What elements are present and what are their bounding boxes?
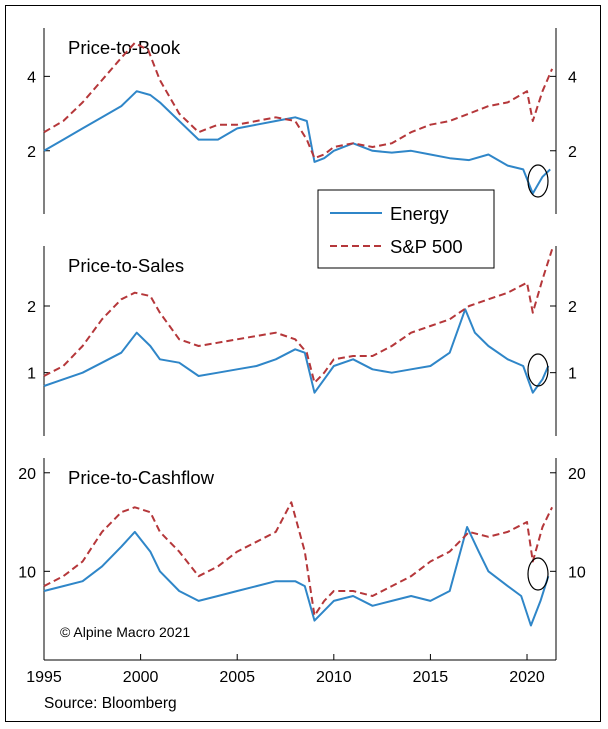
ytick-label-right-price-to-book-2: 2 xyxy=(568,144,577,161)
ytick-label-left-price-to-sales-1: 1 xyxy=(27,366,36,383)
xtick-label-1995: 1995 xyxy=(26,669,62,686)
series-line-energy-price-to-sales xyxy=(43,308,550,394)
series-line-energy-price-to-cashflow xyxy=(43,526,550,627)
ytick-label-right-price-to-book-4: 4 xyxy=(568,69,577,86)
panel-title-price-to-book: Price-to-Book xyxy=(68,37,181,58)
legend-box xyxy=(317,189,495,269)
ytick-label-left-price-to-cashflow-20: 20 xyxy=(18,466,36,483)
highlight-circle-cashflow xyxy=(527,557,549,591)
legend-sp500-label: S&P 500 xyxy=(390,236,463,257)
xtick-label-2020: 2020 xyxy=(509,669,545,686)
series-line-s-p-500-price-to-sales xyxy=(43,248,554,384)
highlight-circle-sales xyxy=(527,353,549,387)
copyright-label: © Alpine Macro 2021 xyxy=(60,624,190,640)
ytick-label-left-price-to-cashflow-10: 10 xyxy=(18,564,36,581)
series-line-s-p-500-price-to-cashflow xyxy=(43,501,553,617)
chart-panels: 2 2 4 4 Price-to-Book 1 1 2 2 Price-to-Sales 10 10 2… xyxy=(18,28,586,686)
panel-title-price-to-sales: Price-to-Sales xyxy=(68,255,184,276)
ytick-label-right-price-to-sales-2: 2 xyxy=(568,299,577,316)
series-line-energy-price-to-book xyxy=(43,90,551,195)
source-label: Source: Bloomberg xyxy=(44,695,177,712)
chart-frame xyxy=(5,5,601,722)
highlight-circle-book xyxy=(527,164,549,198)
xtick-label-2000: 2000 xyxy=(123,669,159,686)
series-line-s-p-500-price-to-book xyxy=(43,41,554,160)
legend: Energy S&P 500 xyxy=(317,189,495,269)
xtick-label-2010: 2010 xyxy=(316,669,352,686)
xtick-label-2005: 2005 xyxy=(219,669,255,686)
ytick-label-left-price-to-book-2: 2 xyxy=(27,144,36,161)
ytick-label-right-price-to-sales-1: 1 xyxy=(568,366,577,383)
ytick-label-left-price-to-sales-2: 2 xyxy=(27,299,36,316)
xtick-label-2015: 2015 xyxy=(413,669,449,686)
panel-title-price-to-cashflow: Price-to-Cashflow xyxy=(68,467,215,488)
panel-price-to-book: 2 2 4 4 Price-to-Book xyxy=(27,28,577,214)
panel-price-to-sales: 1 1 2 2 Price-to-Sales xyxy=(27,246,577,436)
ytick-label-right-price-to-cashflow-10: 10 xyxy=(568,564,586,581)
ytick-label-left-price-to-book-4: 4 xyxy=(27,69,36,86)
ytick-label-right-price-to-cashflow-20: 20 xyxy=(568,466,586,483)
legend-energy-label: Energy xyxy=(390,203,449,224)
